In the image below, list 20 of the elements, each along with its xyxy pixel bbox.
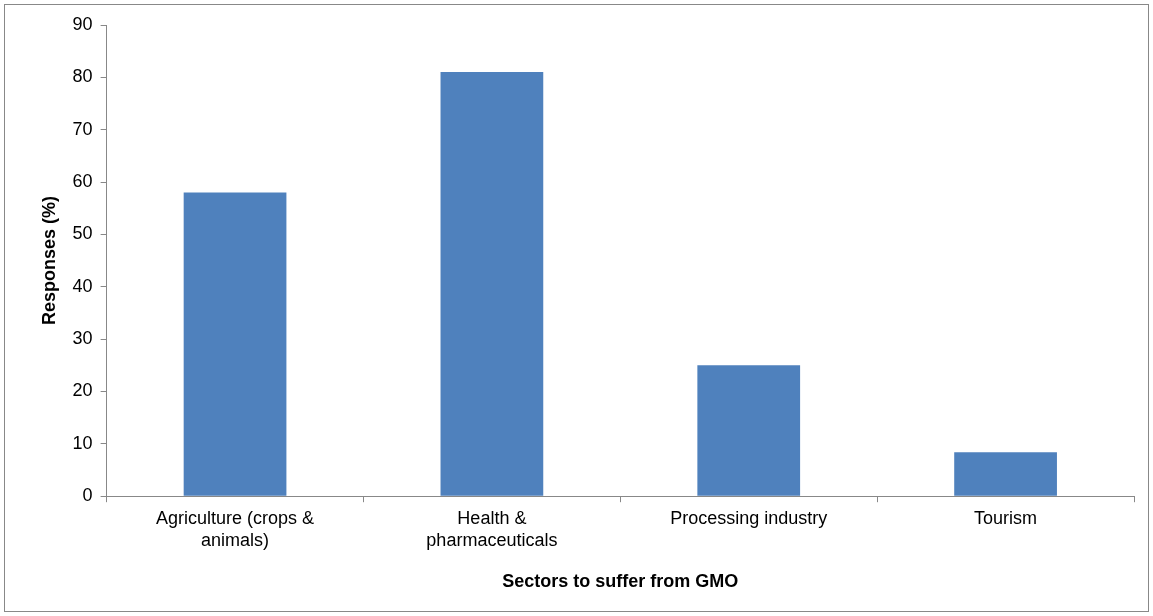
- x-tick-label: Health & pharmaceuticals: [426, 507, 558, 550]
- bar: [183, 192, 287, 496]
- y-tick-label: 80: [72, 66, 93, 87]
- bar: [697, 365, 801, 496]
- x-tick-label: Agriculture (crops & animals): [156, 507, 315, 550]
- y-axis-title: Responses (%): [38, 196, 59, 326]
- y-tick-label: 50: [72, 223, 93, 244]
- bar: [954, 452, 1057, 496]
- y-tick-label: 0: [82, 485, 93, 506]
- x-axis-title: Sectors to suffer from GMO: [502, 571, 739, 592]
- x-tick-label: Tourism: [974, 507, 1038, 528]
- y-tick-label: 70: [72, 118, 93, 139]
- y-tick-label: 90: [72, 13, 93, 34]
- x-tick-label: Processing industry: [670, 507, 828, 528]
- y-tick-label: 30: [72, 328, 93, 349]
- bar: [440, 72, 544, 496]
- y-tick-label: 10: [72, 432, 93, 453]
- y-tick-label: 40: [72, 275, 93, 296]
- y-tick-label: 60: [72, 171, 93, 192]
- y-tick-label: 20: [72, 380, 93, 401]
